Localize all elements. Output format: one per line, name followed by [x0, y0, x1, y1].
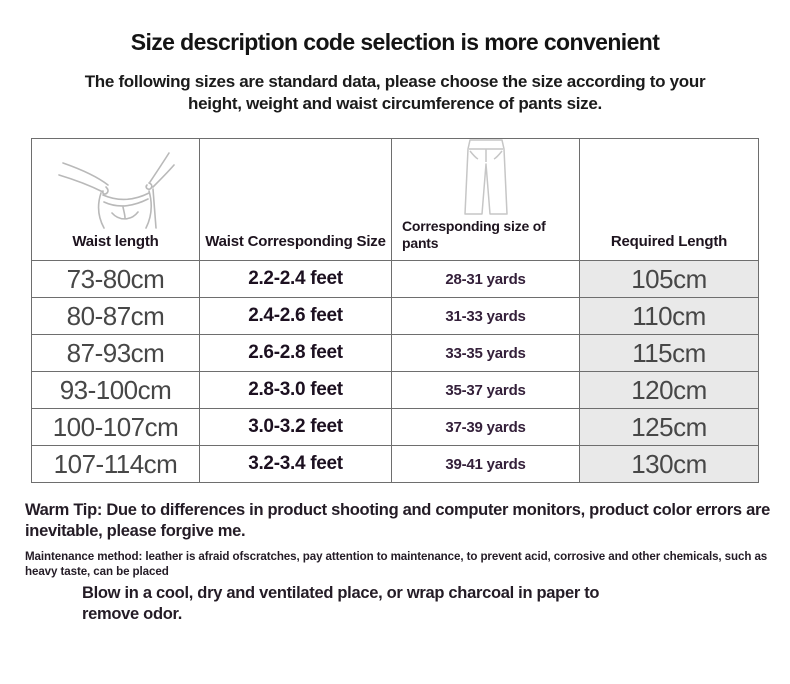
size-guide-page: Size description code selection is more … [25, 29, 770, 623]
waist-feet-value: 2.2-2.4 feet [199, 260, 392, 298]
required-length-value: 130cm [579, 445, 759, 483]
waist-feet-value: 2.8-3.0 feet [199, 371, 392, 409]
page-title: Size description code selection is more … [130, 29, 660, 55]
waist-cm-value: 100-107cm [31, 408, 200, 446]
waist-measure-icon [32, 139, 199, 233]
waist-feet-value: 3.0-3.2 feet [199, 408, 392, 446]
header-cell-waist-length: Waist length [31, 138, 200, 261]
maintenance-note: Maintenance method: leather is afraid of… [25, 550, 768, 578]
required-length-value: 105cm [579, 260, 759, 298]
required-length-value: 110cm [579, 297, 759, 335]
header-cell-required-length: Required Length [579, 138, 759, 261]
col-header-waist-length: Waist length [72, 233, 159, 250]
table-row: 93-100cm 2.8-3.0 feet 35-37 yards 120cm [31, 371, 759, 409]
col-header-corresponding-size-of-pants: Corresponding size of pants [402, 218, 546, 251]
waist-cm-value: 80-87cm [31, 297, 200, 335]
pants-yards-value: 28-31 yards [391, 260, 580, 298]
waist-cm-value: 87-93cm [31, 334, 200, 372]
table-row: 87-93cm 2.6-2.8 feet 33-35 yards 115cm [31, 334, 759, 372]
pants-yards-value: 33-35 yards [391, 334, 580, 372]
pants-yards-value: 39-41 yards [391, 445, 580, 483]
header-cell-waist-size: Waist Corresponding Size [199, 138, 392, 261]
required-length-value: 115cm [579, 334, 759, 372]
waist-cm-value: 93-100cm [31, 371, 200, 409]
pants-yards-value: 37-39 yards [391, 408, 580, 446]
warm-tip-note: Warm Tip: Due to differences in product … [25, 501, 770, 540]
storage-note: Blow in a cool, dry and ventilated place… [82, 584, 600, 623]
waist-cm-value: 107-114cm [31, 445, 200, 483]
waist-feet-value: 2.4-2.6 feet [199, 297, 392, 335]
table-row: 73-80cm 2.2-2.4 feet 28-31 yards 105cm [31, 260, 759, 298]
size-table: Waist length Waist Corresponding Size [31, 138, 759, 483]
col-header-required-length: Required Length [610, 233, 728, 250]
table-row: 100-107cm 3.0-3.2 feet 37-39 yards 125cm [31, 408, 759, 446]
pants-yards-value: 31-33 yards [391, 297, 580, 335]
table-header-row: Waist length Waist Corresponding Size [31, 136, 759, 261]
waist-feet-value: 2.6-2.8 feet [199, 334, 392, 372]
table-row: 80-87cm 2.4-2.6 feet 31-33 yards 110cm [31, 297, 759, 335]
table-row: 107-114cm 3.2-3.4 feet 39-41 yards 130cm [31, 445, 759, 483]
pants-yards-value: 35-37 yards [391, 371, 580, 409]
header-cell-pants-size: Corresponding size of pants [391, 136, 580, 261]
waist-cm-value: 73-80cm [31, 260, 200, 298]
page-subtitle: The following sizes are standard data, p… [84, 72, 706, 113]
required-length-value: 125cm [579, 408, 759, 446]
pants-icon [392, 136, 579, 218]
col-header-waist-corresponding-size: Waist Corresponding Size [205, 233, 386, 250]
required-length-value: 120cm [579, 371, 759, 409]
waist-feet-value: 3.2-3.4 feet [199, 445, 392, 483]
